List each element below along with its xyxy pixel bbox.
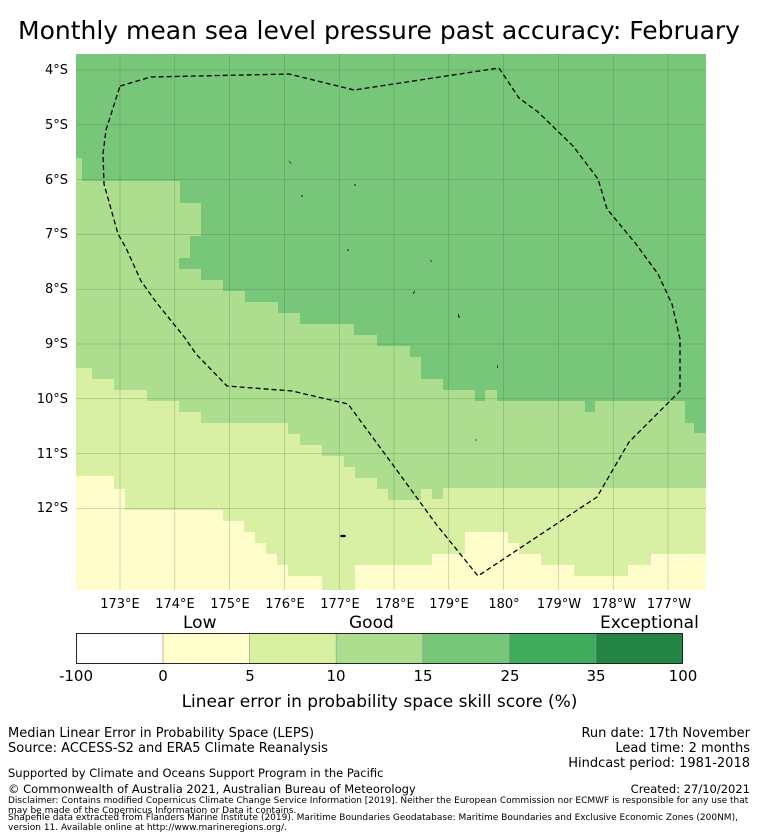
skill-band-5-10 — [355, 532, 706, 590]
skill-band-5-10 — [179, 576, 201, 590]
colorbar-category-low: Low — [183, 613, 217, 633]
lon-label: 178°E — [375, 597, 415, 612]
skill-map — [76, 54, 706, 590]
footer-run-date: Run date: 17th November — [581, 726, 750, 741]
footer-source: Source: ACCESS-S2 and ERA5 Climate Reana… — [8, 741, 328, 756]
colorbar-title: Linear error in probability space skill … — [181, 692, 578, 712]
skill-band-15-25 — [76, 158, 706, 510]
colorbar-swatches — [76, 633, 683, 664]
eez-boundary — [102, 67, 681, 577]
footer-shapefile-credit: Shapefile data extracted from Flanders M… — [8, 813, 738, 833]
lon-label: 177°E — [320, 597, 360, 612]
colorbar-tick: 35 — [586, 667, 606, 685]
lon-label: 177°W — [646, 597, 692, 612]
lat-label: 6°S — [44, 173, 68, 188]
lat-label: 11°S — [36, 447, 68, 462]
footer-support: Supported by Climate and Oceans Support … — [8, 766, 384, 780]
lon-label: 174°E — [155, 597, 195, 612]
colorbar-swatch — [162, 633, 250, 664]
colorbar-tick: 0 — [158, 667, 168, 685]
footer-disclaimer: Disclaimer: Contains modified Copernicus… — [8, 796, 749, 816]
colorbar-swatch — [595, 633, 683, 664]
colorbar-tick: 10 — [326, 667, 346, 685]
footer-lead-time: Lead time: 2 months — [615, 741, 750, 756]
lat-label: 9°S — [44, 337, 68, 352]
colorbar-swatch — [76, 633, 164, 664]
colorbar-tick: 100 — [668, 667, 698, 685]
lon-label: 173°E — [100, 597, 140, 612]
colorbar-frame — [76, 633, 683, 664]
colorbar-tick: 25 — [500, 667, 520, 685]
lat-label: 10°S — [36, 392, 68, 407]
lon-label: 178°W — [591, 597, 637, 612]
lon-label: 179°E — [429, 597, 469, 612]
footer-hindcast-period: Hindcast period: 1981-2018 — [568, 756, 750, 771]
colorbar-category-good: Good — [349, 613, 394, 633]
colorbar-category-exceptional: Exceptional — [600, 613, 699, 633]
lat-label: 8°S — [44, 282, 68, 297]
graticule — [76, 54, 706, 590]
colorbar-tick: 15 — [413, 667, 433, 685]
footer-created: Created: 27/10/2021 — [630, 782, 750, 796]
islands — [288, 160, 498, 538]
colorbar-swatch — [422, 633, 510, 664]
lat-label: 12°S — [36, 501, 68, 516]
colorbar — [76, 633, 683, 664]
lon-label: 179°W — [536, 597, 582, 612]
footer-copyright: © Commonwealth of Australia 2021, Austra… — [8, 782, 416, 796]
lon-label: 176°E — [265, 597, 305, 612]
footer-method: Median Linear Error in Probability Space… — [8, 726, 315, 741]
lat-label: 7°S — [44, 227, 68, 242]
colorbar-swatch — [249, 633, 337, 664]
map-title: Monthly mean sea level pressure past acc… — [18, 16, 740, 45]
colorbar-swatch — [509, 633, 597, 664]
lat-label: 5°S — [44, 118, 68, 133]
colorbar-tick: 5 — [245, 667, 255, 685]
skill-band-5-10 — [76, 476, 322, 590]
colorbar-tick: -100 — [58, 667, 94, 685]
colorbar-swatch — [335, 633, 424, 664]
lon-label: 175°E — [210, 597, 250, 612]
skill-band-5-10 — [76, 579, 82, 590]
lat-label: 4°S — [44, 63, 68, 78]
lon-label: 180° — [488, 597, 520, 612]
